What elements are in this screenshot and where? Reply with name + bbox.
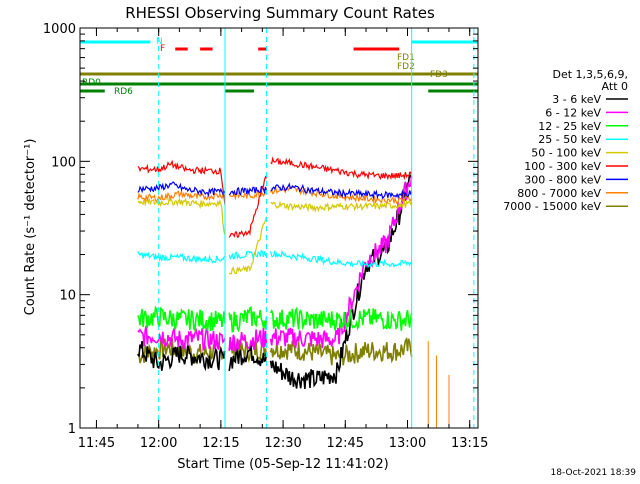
x-axis-label: Start Time (05-Sep-12 11:41:02) (177, 457, 388, 472)
series-50-100-kev-line-2 (270, 199, 413, 213)
legend-label-8: 7000 - 15000 keV (503, 200, 601, 213)
series-3-6-kev-line-2 (269, 171, 413, 389)
legend-label-6: 300 - 800 keV (524, 173, 601, 186)
series-12-25-kev-line-0 (137, 305, 226, 333)
x-tick-label-4: 12:45 (327, 436, 364, 451)
series-12-25-kev-line-2 (269, 306, 413, 331)
flag-label-fd2: FD2 (397, 62, 415, 72)
x-tick-label-5: 13:00 (389, 436, 426, 451)
series-25-50-kev-line-2 (270, 250, 412, 269)
legend-label-5: 100 - 300 keV (524, 160, 601, 173)
series-300-800-kev-line-1 (228, 185, 268, 196)
x-tick-label-3: 12:30 (264, 436, 301, 451)
legend-label-3: 25 - 50 keV (538, 133, 601, 146)
series-25-50-kev-line-0 (137, 251, 226, 265)
legend-header-line1: Det 1,3,5,6,9, (552, 68, 628, 81)
flag-label-n: N (156, 37, 163, 47)
flag-label-fd1: FD1 (397, 53, 415, 63)
y-axis-label: Count Rate (s⁻¹ detector⁻¹) (23, 139, 38, 316)
legend-header-line2: Att 0 (602, 80, 628, 93)
series-50-100-kev-line-1 (228, 216, 268, 275)
legend-label-2: 12 - 25 keV (538, 120, 601, 133)
y-tick-label-2: 100 (51, 155, 76, 170)
series-6-12-kev-line-1 (228, 327, 268, 353)
series-300-800-kev-line-2 (270, 182, 413, 200)
series-3-6-kev-line-1 (228, 341, 268, 372)
y-tick-label-1: 10 (59, 289, 76, 304)
series-3-6-kev-line-0 (137, 340, 226, 372)
y-tick-label-0: 1 (68, 422, 76, 437)
series-25-50-kev-line-1 (228, 249, 267, 260)
legend-label-1: 6 - 12 keV (545, 106, 601, 119)
flag-label-rd0: RD0 (82, 78, 101, 88)
series-100-300-kev-line-2 (270, 156, 412, 181)
legend-label-7: 800 - 7000 keV (517, 187, 601, 200)
vertical-markers (158, 28, 475, 428)
series-300-800-kev-line-0 (137, 181, 226, 198)
series-group (137, 156, 450, 428)
x-tick-label-2: 12:15 (202, 436, 239, 451)
flag-label-fd3: FD3 (430, 70, 448, 80)
series-800-7000-kev-line-0 (137, 188, 226, 203)
series-6-12-kev-line-0 (137, 325, 226, 353)
chart-title: RHESSI Observing Summary Count Rates (125, 4, 435, 22)
x-tick-label-0: 11:45 (78, 436, 115, 451)
flag-label-rd6: RD6 (114, 87, 133, 97)
plot-frame (79, 27, 479, 429)
timestamp: 18-Oct-2021 18:39 (551, 468, 637, 478)
legend-label-4: 50 - 100 keV (531, 147, 601, 160)
y-tick-label-3: 1000 (43, 22, 76, 37)
series-100-300-kev-line-0 (137, 159, 226, 205)
axes: 11:45 12:00 12:15 12:30 12:45 13:00 13:15 1 10 10… (43, 22, 489, 451)
series-12-25-kev-line-1 (228, 306, 268, 333)
legend-label-0: 3 - 6 keV (552, 93, 601, 106)
series-100-300-kev-line-1 (228, 175, 267, 239)
flag-label-f: F (160, 44, 165, 54)
series-50-100-kev-line-0 (137, 197, 226, 236)
x-tick-label-1: 12:00 (140, 436, 177, 451)
x-tick-label-6: 13:15 (451, 436, 488, 451)
series-6-12-kev-line-2 (269, 176, 413, 349)
